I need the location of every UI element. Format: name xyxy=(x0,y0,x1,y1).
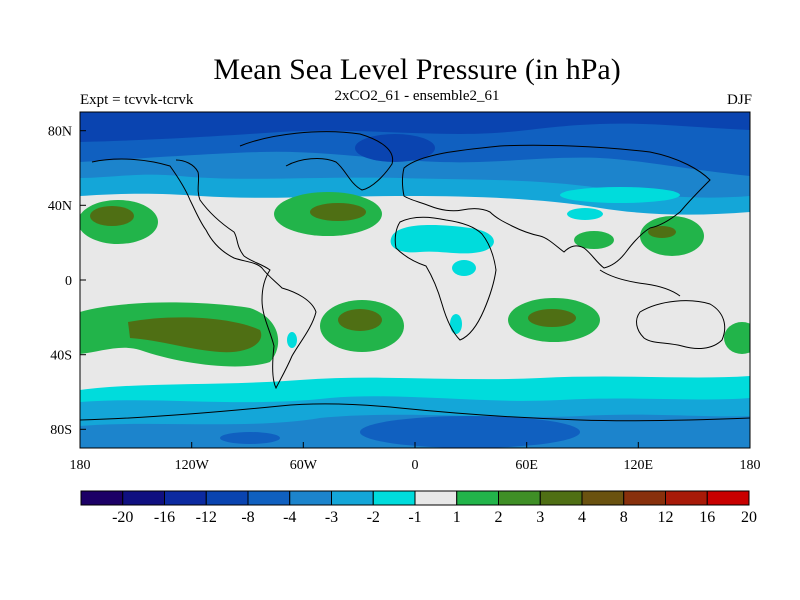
colorbar-swatch xyxy=(80,490,124,506)
colorbar-label: -8 xyxy=(241,509,254,526)
ross-sea-low xyxy=(220,432,280,444)
eurasia-coast xyxy=(402,144,711,269)
y-tick-label: 0 xyxy=(65,274,72,289)
colorbar-swatch xyxy=(706,490,750,506)
colorbar-swatch xyxy=(665,490,708,506)
coastlines xyxy=(80,131,750,422)
colorbar-labels: -20 -16 -12 -8 -4 -3 -2 -1 1 2 3 4 8 12 16 20 xyxy=(112,509,757,526)
y-tick-label: 40N xyxy=(48,199,72,214)
south-indian-high-core xyxy=(528,309,576,327)
y-tick-label: 40S xyxy=(50,349,72,364)
x-tick-label: 180 xyxy=(740,458,761,473)
north-cyan-patch xyxy=(560,187,680,203)
x-tick-label: 120W xyxy=(175,458,210,473)
contour-field xyxy=(80,112,750,448)
north-pacific-high-core xyxy=(90,206,134,226)
colorbar-swatch xyxy=(289,490,332,506)
colorbar-swatch xyxy=(498,490,541,506)
sahel-cyan-patch xyxy=(452,260,476,276)
x-tick-label: 180 xyxy=(70,458,91,473)
colorbar-swatch xyxy=(247,490,291,506)
colorbar-swatch xyxy=(539,490,583,506)
season-label: DJF xyxy=(726,92,752,108)
colorbar-label: -1 xyxy=(408,509,421,526)
colorbar-label: 20 xyxy=(741,509,757,526)
greenland-low-core xyxy=(355,134,435,162)
x-tick-label: 60E xyxy=(515,458,538,473)
colorbar-swatch xyxy=(122,490,165,506)
colorbar-label: 3 xyxy=(536,509,544,526)
ensemble-label: 2xCO2_61 - ensemble2_61 xyxy=(334,88,500,104)
south-america-cyan-patch xyxy=(287,332,297,348)
colorbar-label: 4 xyxy=(578,509,586,526)
north-atlantic-high-core xyxy=(310,203,366,221)
colorbar-label: -3 xyxy=(325,509,338,526)
west-pacific-high-core xyxy=(648,226,676,238)
colorbar-swatch xyxy=(414,490,458,506)
south-pacific-high-core xyxy=(128,317,262,353)
south-atlantic-high-core xyxy=(338,309,382,331)
y-ticks xyxy=(80,130,86,430)
colorbar-label: 1 xyxy=(453,509,461,526)
colorbar-label: 8 xyxy=(620,509,628,526)
colorbar-label: 2 xyxy=(495,509,503,526)
colorbar-swatch xyxy=(331,490,374,506)
colorbar-label: 12 xyxy=(658,509,674,526)
india-high xyxy=(574,231,614,249)
asia-cyan-patch xyxy=(567,208,603,220)
north-africa-low xyxy=(390,225,494,254)
colorbar-label: -12 xyxy=(196,509,217,526)
colorbar-swatch xyxy=(372,490,416,506)
antarctica-coast xyxy=(80,403,750,422)
greenland-coast xyxy=(239,131,394,191)
africa-coast xyxy=(394,216,497,341)
x-ticks xyxy=(79,442,751,448)
x-tick-label: 0 xyxy=(412,458,419,473)
x-tick-label: 120E xyxy=(624,458,654,473)
map-title: Mean Sea Level Pressure (in hPa) xyxy=(213,53,621,86)
colorbar-swatch xyxy=(205,490,249,506)
australia-coast xyxy=(636,300,726,349)
experiment-label: Expt = tcvvk-tcrvk xyxy=(80,92,194,108)
americas-coast xyxy=(91,158,317,390)
colorbar-label: 16 xyxy=(699,509,715,526)
antarctic-low xyxy=(360,416,580,448)
north-band-minus8 xyxy=(80,112,750,142)
colorbar-label: -20 xyxy=(112,509,133,526)
maritime-continent-coast xyxy=(599,269,681,297)
colorbar-swatch xyxy=(456,490,499,506)
y-tick-label: 80S xyxy=(50,423,72,438)
colorbar-swatch xyxy=(581,490,625,506)
colorbar-label: -4 xyxy=(283,509,296,526)
colorbar-swatch xyxy=(164,490,207,506)
colorbar xyxy=(80,490,750,506)
colorbar-swatch xyxy=(623,490,666,506)
x-tick-label: 60W xyxy=(290,458,318,473)
south-africa-cyan-patch xyxy=(450,314,462,334)
colorbar-label: -16 xyxy=(154,509,175,526)
colorbar-label: -2 xyxy=(367,509,380,526)
y-tick-label: 80N xyxy=(48,125,72,140)
tasman-high xyxy=(724,322,750,354)
